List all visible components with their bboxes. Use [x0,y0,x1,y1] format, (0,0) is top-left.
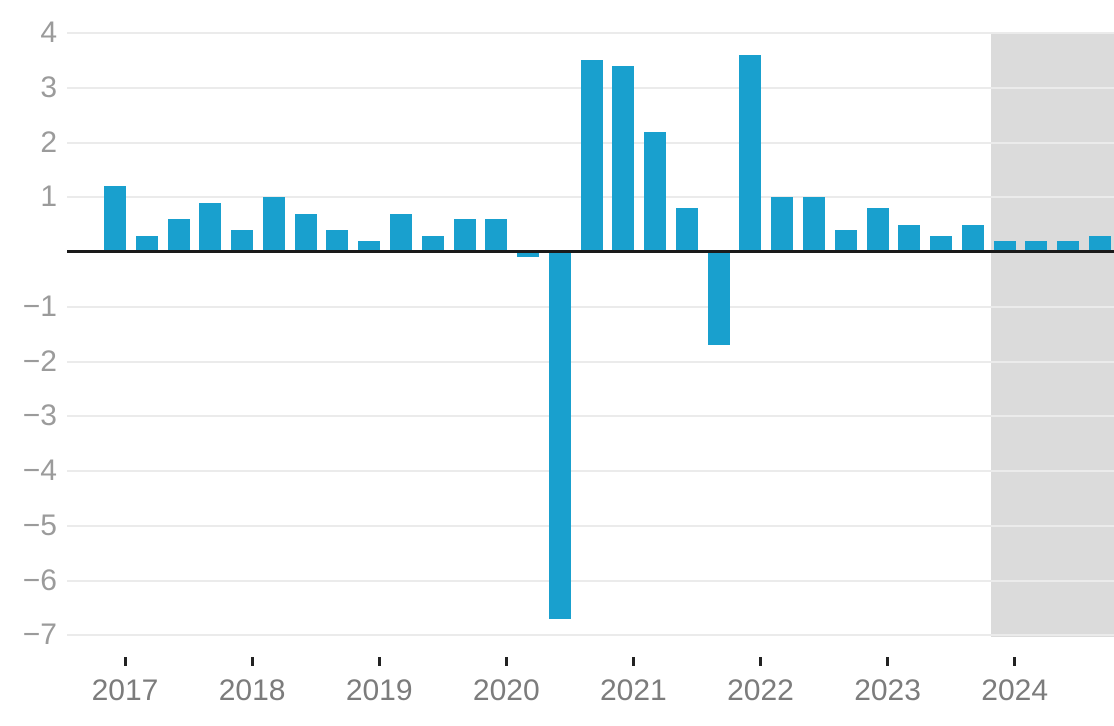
bar [517,252,540,258]
bar [231,230,254,252]
bar [326,230,349,252]
x-axis-year-label: 2019 [345,674,413,707]
x-tick-mark [250,657,254,666]
y-axis-label: −1 [22,289,57,323]
gridline [67,524,1114,527]
bar [358,241,381,252]
bar [262,197,285,252]
x-tick-mark [123,657,127,666]
x-axis-year-label: 2023 [854,674,921,707]
gridline [67,360,1114,363]
forecast-band [991,33,1114,638]
x-tick-mark [377,657,381,666]
forecast-bar [1025,241,1048,252]
bar [612,65,635,252]
bar [135,235,158,252]
y-axis-label: −3 [22,399,57,433]
bar [707,252,730,346]
y-axis-label: −7 [22,618,57,652]
y-axis-label: −6 [22,563,57,597]
y-axis-label: −4 [22,454,57,487]
bar [389,213,412,252]
bar [866,208,889,252]
x-tick-mark [758,657,762,666]
bar [294,213,317,252]
bar [644,131,667,252]
bar [930,235,953,252]
y-axis-label: −2 [22,344,57,378]
bar [803,197,826,252]
y-axis-label: −5 [22,508,57,542]
x-tick-mark [504,657,508,666]
x-axis-year-label: 2017 [91,674,159,707]
bar [453,219,476,252]
bar [675,208,698,252]
y-axis-label: 4 [40,16,57,49]
bar [421,235,444,252]
bar [104,186,126,252]
y-axis-label: 1 [40,180,57,214]
x-tick-mark [1013,657,1017,666]
bar [898,224,921,252]
gridline [67,634,1114,637]
x-axis-year-label: 2021 [600,674,667,707]
bar [771,197,794,252]
gridline [67,305,1114,308]
forecast-bar [1057,241,1080,252]
forecast-bar [1088,235,1111,252]
gridline [67,579,1114,582]
bar [485,219,508,252]
bar [548,252,571,619]
x-axis-year-label: 2022 [727,674,794,707]
y-axis-label: 3 [40,70,57,104]
x-axis-year-label: 2020 [472,674,540,707]
x-axis-year-label: 2024 [981,674,1049,707]
x-tick-mark [886,657,890,666]
zero-axis-line [67,250,1114,253]
bar [834,230,857,252]
bar [199,202,222,252]
bar [167,219,190,252]
forecast-bar [993,241,1016,252]
x-tick-mark [631,657,635,666]
bar [961,224,984,252]
bar [739,54,762,252]
bar [580,60,603,252]
x-axis-year-label: 2018 [218,674,286,707]
y-axis-label: 2 [40,125,57,159]
gridline [67,415,1114,418]
gridline [67,32,1114,34]
gridline [67,470,1114,472]
